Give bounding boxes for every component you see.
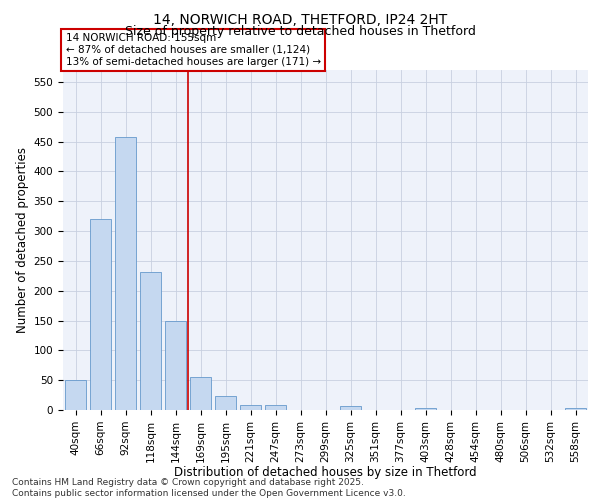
Y-axis label: Number of detached properties: Number of detached properties [16,147,29,333]
Text: Size of property relative to detached houses in Thetford: Size of property relative to detached ho… [125,25,475,38]
Bar [215,396,236,410]
Text: 14 NORWICH ROAD: 155sqm
← 87% of detached houses are smaller (1,124)
13% of semi: 14 NORWICH ROAD: 155sqm ← 87% of detache… [65,34,321,66]
Bar [240,404,261,410]
Bar [340,406,361,410]
Bar [165,320,186,410]
Text: Contains HM Land Registry data © Crown copyright and database right 2025.
Contai: Contains HM Land Registry data © Crown c… [12,478,406,498]
Bar [140,272,161,410]
X-axis label: Distribution of detached houses by size in Thetford: Distribution of detached houses by size … [174,466,477,479]
Bar [190,377,211,410]
Text: 14, NORWICH ROAD, THETFORD, IP24 2HT: 14, NORWICH ROAD, THETFORD, IP24 2HT [153,12,447,26]
Bar [115,138,136,410]
Bar [65,380,86,410]
Bar [415,408,436,410]
Bar [265,404,286,410]
Bar [90,219,111,410]
Bar [565,408,586,410]
